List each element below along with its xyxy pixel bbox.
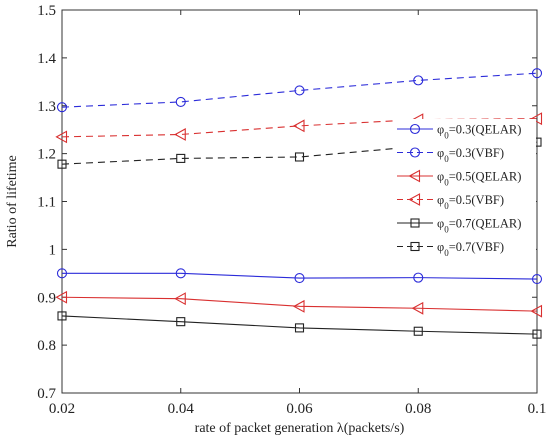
series-line-4 [61,315,538,335]
legend-entry-5: φ0=0.7(VBF) [437,240,504,258]
data-point-1-3 [413,75,424,86]
data-point-0-4 [531,274,543,285]
legend-marker-3 [408,193,421,206]
data-point-3-4 [530,112,543,126]
series-line-1 [61,72,538,108]
data-point-4-3 [413,326,423,336]
legend-marker-2 [408,169,421,183]
legend-entry-1: φ0=0.3(VBF) [437,146,504,164]
y-tick-label: 1.2 [37,147,56,163]
x-tick-label: 0.06 [286,401,313,417]
data-point-5-2 [294,152,305,162]
series-line-0 [62,272,538,280]
data-point-4-2 [294,323,305,333]
legend-marker-5 [410,241,420,252]
data-point-1-0 [56,102,68,113]
data-point-1-1 [175,96,186,107]
legend-marker-4 [410,218,420,228]
y-tick-label: 1.4 [37,51,56,67]
data-point-0-0 [56,268,68,279]
data-point-0-3 [413,272,424,283]
legend-entry-0: φ0=0.3(QELAR) [437,123,521,141]
y-tick-label: 0.9 [37,290,56,306]
y-tick-label: 0.7 [37,386,56,402]
data-point-5-1 [176,153,186,163]
legend-entry-4: φ0=0.7(QELAR) [437,217,521,235]
y-axis-label: Ratio of lifetime [5,155,20,248]
data-point-3-2 [292,119,305,133]
legend-background [394,119,536,262]
data-point-2-1 [174,292,186,306]
legend-marker-1 [409,147,421,158]
legend-marker-0 [409,123,421,135]
y-tick-label: 1.1 [37,195,56,211]
series-markers [55,68,543,339]
y-tick-label: 0.8 [37,338,56,354]
data-point-2-2 [292,299,305,313]
data-point-2-3 [411,301,424,315]
y-tick-label: 1.3 [37,99,56,115]
legend-entry-3: φ0=0.5(VBF) [437,193,504,211]
x-axis-label: rate of packet generation λ(packets/s) [195,421,405,436]
data-point-4-1 [176,317,186,327]
data-point-0-2 [294,273,305,284]
data-point-5-0 [57,159,67,169]
data-point-2-0 [55,290,68,304]
data-point-0-1 [175,268,186,279]
legend: φ0=0.3(QELAR) φ0=0.3(VBF) φ0=0.5(QELAR) φ0=… [394,119,536,262]
data-point-2-4 [530,304,543,318]
y-tick-label: 1.5 [37,3,56,19]
x-tick-label: 0.1 [528,401,547,417]
x-tick-label: 0.08 [405,401,431,417]
data-point-4-4 [532,329,542,339]
series-line-2 [61,296,538,312]
data-point-1-2 [294,85,305,96]
data-point-1-4 [531,68,543,79]
x-tick-label: 0.04 [168,401,195,417]
data-point-3-0 [55,130,68,144]
y-tick-label: 1 [49,242,57,258]
x-tick-label: 0.02 [49,401,75,417]
legend-entry-2: φ0=0.5(QELAR) [437,170,521,188]
data-point-3-1 [174,128,186,141]
data-point-4-0 [57,311,67,321]
axis-ticks: 0.02 0.04 0.06 0.08 0.1 0.7 0.8 0.9 1 1.1 1.2 1.3 1.… [37,3,546,417]
